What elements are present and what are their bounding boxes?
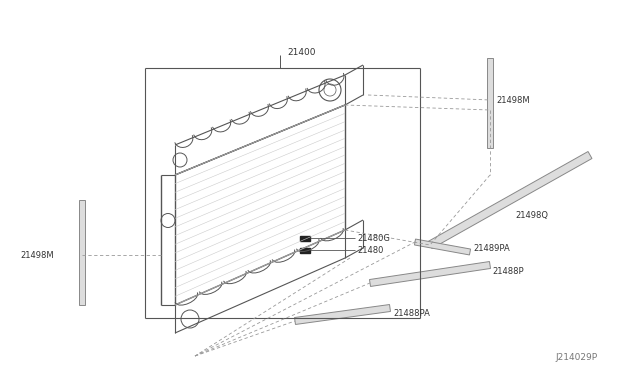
Polygon shape	[294, 305, 390, 324]
Text: 21488P: 21488P	[492, 267, 524, 276]
Polygon shape	[79, 200, 85, 305]
Polygon shape	[369, 262, 490, 286]
Text: J214029P: J214029P	[555, 353, 597, 362]
Text: 21480G: 21480G	[357, 234, 390, 243]
Polygon shape	[428, 151, 592, 248]
Text: 21498M: 21498M	[496, 96, 530, 105]
Text: 21488PA: 21488PA	[393, 310, 430, 318]
Polygon shape	[415, 239, 470, 255]
Text: 21498Q: 21498Q	[515, 211, 548, 219]
Bar	[300, 247, 310, 253]
Text: 21489PA: 21489PA	[473, 244, 509, 253]
Bar	[300, 235, 310, 241]
Polygon shape	[487, 58, 493, 148]
Text: 21400: 21400	[287, 48, 316, 57]
Text: 21498M: 21498M	[20, 250, 54, 260]
Text: 21480: 21480	[357, 246, 383, 254]
